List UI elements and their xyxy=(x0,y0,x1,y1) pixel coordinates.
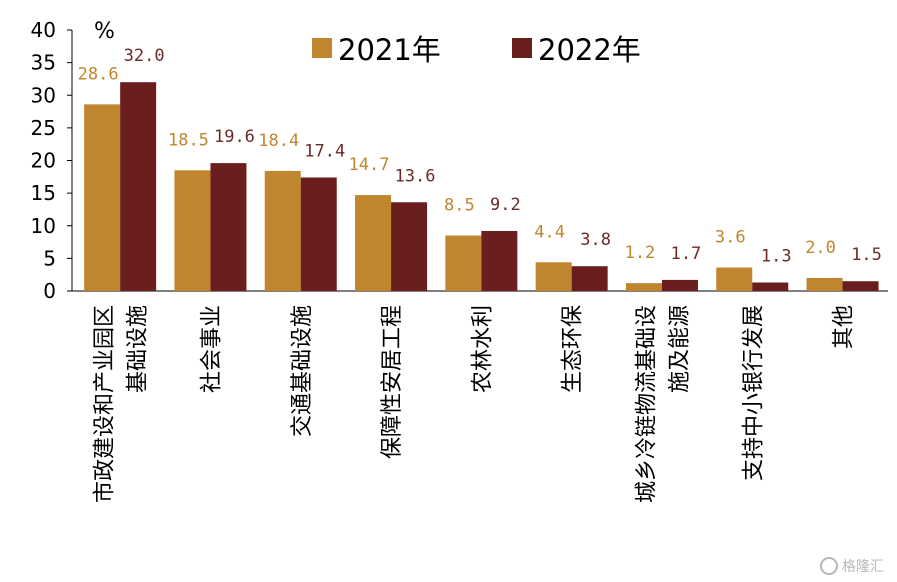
bar-2022 xyxy=(752,282,789,291)
legend-label-2022: 2022年 xyxy=(538,33,641,67)
category-label: 生态环保 xyxy=(561,305,586,393)
y-tick-label: 5 xyxy=(43,246,56,270)
data-label-2022: 13.6 xyxy=(395,166,436,186)
watermark-text: 格隆汇 xyxy=(842,559,884,575)
category-label: 市政建设和产业园区 xyxy=(93,305,118,503)
bars xyxy=(84,82,879,291)
data-label-2021: 4.4 xyxy=(534,222,565,242)
data-label-2022: 19.6 xyxy=(214,127,255,147)
category-label: 其他 xyxy=(832,305,857,349)
y-tick-label: 30 xyxy=(31,83,56,107)
bar-2021 xyxy=(806,277,843,291)
bar-2022 xyxy=(842,281,879,291)
y-axis-unit-label: % xyxy=(94,19,115,44)
bar-2021 xyxy=(84,104,121,291)
legend: 2021年 2022年 xyxy=(312,33,641,67)
data-label-2022: 1.7 xyxy=(671,244,702,264)
data-label-2021: 1.2 xyxy=(625,243,656,263)
y-tick-label: 10 xyxy=(31,214,56,238)
data-label-2021: 28.6 xyxy=(78,64,119,84)
data-label-2022: 32.0 xyxy=(124,46,165,66)
y-tick-label: 25 xyxy=(31,116,56,140)
bar-2022 xyxy=(391,202,428,291)
bar-2021 xyxy=(355,195,392,291)
data-labels: 28.632.0 18.5 19.6 18.417.414.713.6 8.5 9.2 4.… xyxy=(78,46,882,266)
y-tick-label: 0 xyxy=(43,279,56,303)
category-label: 农林水利 xyxy=(470,305,495,393)
bar-2022 xyxy=(571,266,608,291)
bar-2021 xyxy=(445,235,482,291)
data-label-2022: 1.3 xyxy=(761,247,792,267)
y-tick-label: 40 xyxy=(31,18,56,42)
watermark: 格隆汇 xyxy=(820,557,884,575)
category-label: 施及能源 xyxy=(667,305,692,393)
y-tick-label: 35 xyxy=(31,51,56,75)
data-label-2022: 3.8 xyxy=(580,230,611,250)
category-label: 保障性安居工程 xyxy=(380,305,405,459)
data-label-2021: 14.7 xyxy=(349,155,390,175)
category-label: 支持中小银行发展 xyxy=(741,305,766,481)
category-label: 交通基础设施 xyxy=(290,305,315,437)
legend-swatch-2021 xyxy=(312,38,332,58)
bar-2021 xyxy=(264,170,301,291)
category-labels: 市政建设和产业园区 基础设施 社会事业 交通基础设施 保障性安居工程 农林水利 生态环保 城乡… xyxy=(93,305,857,503)
data-label-2021: 2.0 xyxy=(805,238,836,258)
data-label-2021: 18.4 xyxy=(258,131,299,151)
bar-2022 xyxy=(210,163,247,291)
category-label: 城乡冷链物流基础设 xyxy=(634,305,659,503)
legend-label-2021: 2021年 xyxy=(338,33,441,67)
legend-swatch-2022 xyxy=(512,38,532,58)
data-label-2021: 3.6 xyxy=(715,228,746,248)
category-label: 基础设施 xyxy=(126,305,151,393)
bar-2022 xyxy=(120,82,157,291)
bar-2021 xyxy=(174,170,211,291)
y-tick-label: 15 xyxy=(31,181,56,205)
bar-2021 xyxy=(535,262,572,291)
bar-2021 xyxy=(716,267,753,291)
data-label-2021: 8.5 xyxy=(444,196,475,216)
data-label-2022: 17.4 xyxy=(304,141,345,161)
data-label-2022: 1.5 xyxy=(851,245,882,265)
axes: 0 5 10 15 20 25 30 35 40 xyxy=(31,18,888,303)
category-label: 社会事业 xyxy=(199,305,224,393)
bar-2021 xyxy=(625,283,662,291)
data-label-2022: 9.2 xyxy=(490,195,521,215)
y-tick-label: 20 xyxy=(31,149,56,173)
bar-2022 xyxy=(481,230,518,291)
bar-2022 xyxy=(661,279,698,291)
data-label-2021: 18.5 xyxy=(168,130,209,150)
bar-2022 xyxy=(300,177,337,291)
watermark-logo-icon xyxy=(820,557,838,575)
